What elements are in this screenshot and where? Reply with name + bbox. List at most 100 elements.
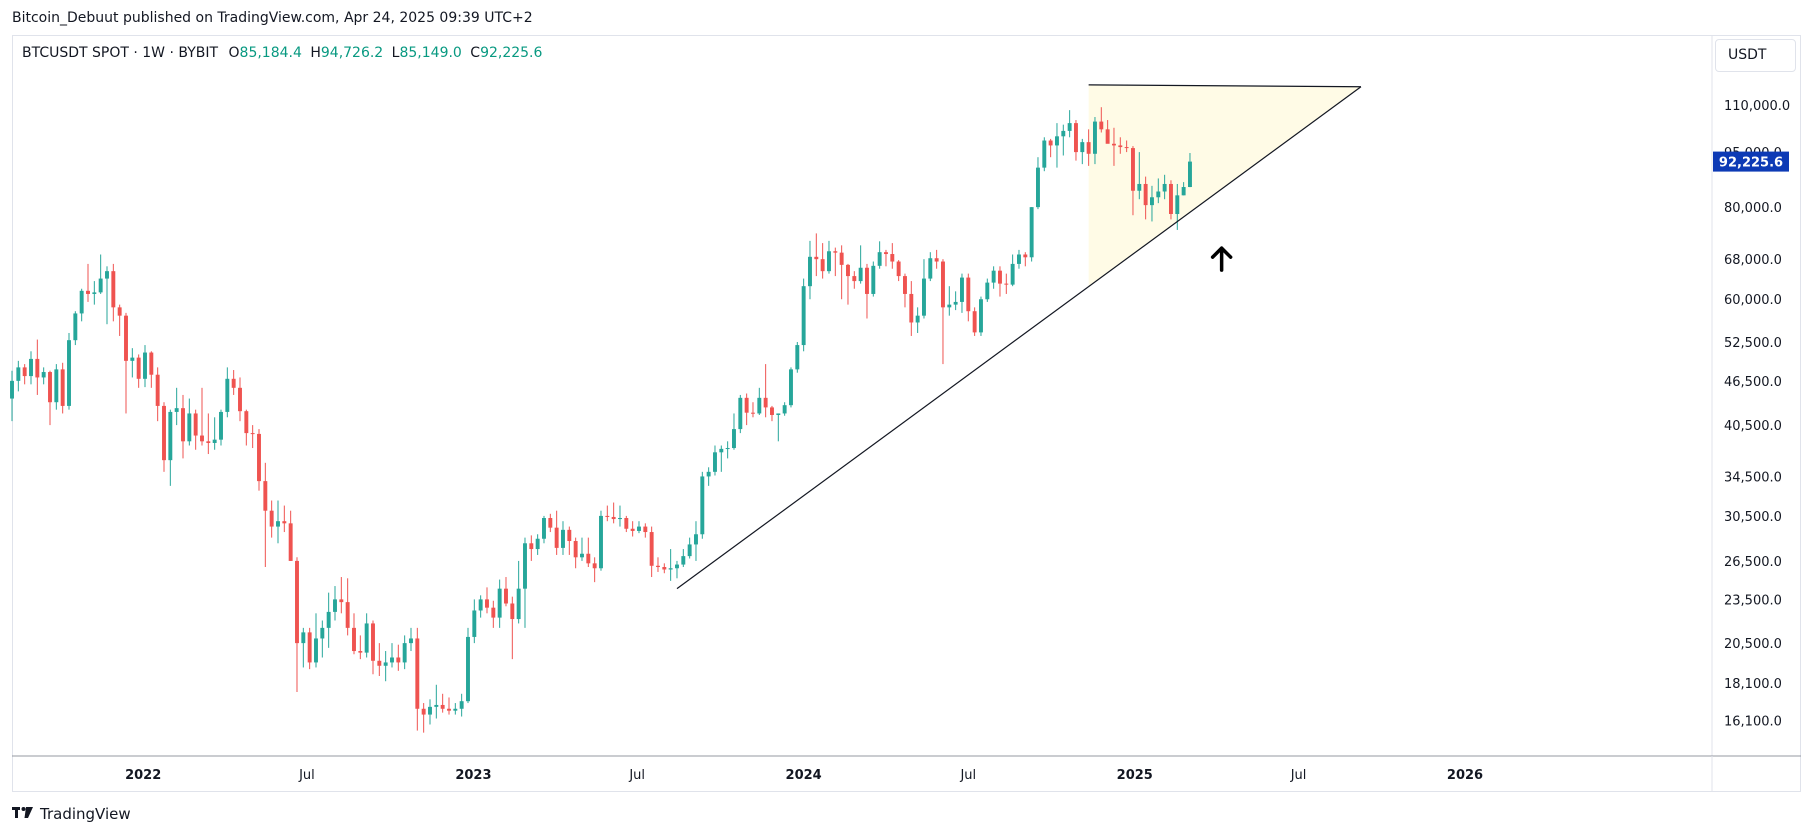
y-tick-label: 23,500.0 bbox=[1724, 593, 1782, 608]
candle-up bbox=[1036, 167, 1040, 208]
candle-up bbox=[174, 408, 179, 412]
candle-down bbox=[605, 515, 610, 517]
low-label: L bbox=[391, 45, 400, 61]
y-tick-label: 26,500.0 bbox=[1724, 555, 1782, 570]
y-tick-label: 34,500.0 bbox=[1724, 470, 1782, 485]
candle-up bbox=[801, 286, 806, 346]
candle-up bbox=[364, 623, 369, 653]
candle-down bbox=[155, 374, 160, 406]
candle-up bbox=[789, 369, 793, 406]
currency-selector[interactable]: USDT bbox=[1715, 39, 1796, 72]
candle-down bbox=[510, 603, 515, 620]
candle-up bbox=[795, 345, 800, 370]
candle-up bbox=[10, 380, 14, 399]
candle-up bbox=[1093, 121, 1097, 154]
y-tick-label: 80,000.0 bbox=[1724, 201, 1782, 216]
tradingview-logo-icon bbox=[12, 805, 34, 823]
candle-down bbox=[548, 518, 553, 528]
candle-up bbox=[1181, 187, 1186, 196]
candle-up bbox=[497, 588, 502, 618]
candle-up bbox=[827, 251, 831, 272]
candle-down bbox=[491, 607, 496, 618]
candle-up bbox=[301, 632, 306, 644]
candle-down bbox=[377, 660, 382, 666]
candle-up bbox=[219, 411, 223, 440]
support-trendline bbox=[676, 86, 1362, 590]
candle-down bbox=[909, 293, 914, 323]
candle-up bbox=[143, 352, 147, 379]
candle-down bbox=[1143, 183, 1148, 206]
candle-down bbox=[447, 708, 451, 711]
candle-up bbox=[991, 270, 996, 283]
candle-down bbox=[846, 264, 850, 277]
candle-down bbox=[903, 276, 907, 294]
x-tick-label: 2026 bbox=[1447, 768, 1483, 783]
y-tick-label: 30,500.0 bbox=[1724, 510, 1782, 525]
candle-up bbox=[947, 304, 952, 308]
y-tick-label: 16,100.0 bbox=[1724, 714, 1782, 729]
candle-up bbox=[725, 448, 730, 450]
candle-down bbox=[263, 481, 268, 511]
candle-down bbox=[1004, 283, 1009, 285]
candle-up bbox=[694, 534, 698, 545]
last-price-badge bbox=[1713, 151, 1789, 172]
candle-down bbox=[820, 259, 825, 272]
candle-down bbox=[200, 435, 204, 442]
candle-up bbox=[1042, 140, 1047, 168]
candle-down bbox=[934, 258, 939, 262]
candle-down bbox=[60, 369, 65, 406]
candle-down bbox=[1131, 148, 1135, 191]
candle-down bbox=[117, 307, 122, 316]
candle-down bbox=[440, 704, 445, 709]
close-value: 92,225.6 bbox=[480, 45, 543, 61]
candle-down bbox=[744, 397, 749, 413]
candle-up bbox=[776, 413, 781, 415]
candle-up bbox=[41, 372, 46, 378]
symbol-legend[interactable]: BTCUSDT SPOT · 1W · BYBIT O85,184.4 H94,… bbox=[22, 45, 542, 61]
candle-up bbox=[472, 610, 477, 637]
candle-up bbox=[1017, 254, 1021, 264]
candle-down bbox=[136, 357, 141, 379]
candle-down bbox=[396, 657, 401, 663]
candle-up bbox=[212, 439, 217, 443]
x-tick-label: Jul bbox=[298, 768, 315, 783]
candle-down bbox=[149, 352, 154, 375]
candle-down bbox=[770, 407, 774, 415]
candle-up bbox=[757, 397, 762, 414]
candle-up bbox=[738, 397, 743, 430]
candle-up bbox=[326, 611, 331, 628]
candle-down bbox=[865, 267, 869, 294]
y-tick-label: 52,500.0 bbox=[1724, 336, 1782, 351]
candle-down bbox=[624, 518, 629, 529]
candle-down bbox=[554, 527, 559, 548]
candle-down bbox=[567, 529, 572, 542]
candle-down bbox=[1074, 123, 1078, 153]
candle-down bbox=[1048, 140, 1053, 146]
y-tick-label: 68,000.0 bbox=[1724, 253, 1782, 268]
tradingview-brand[interactable]: TradingView bbox=[12, 805, 131, 823]
candle-down bbox=[206, 441, 211, 443]
candle-down bbox=[998, 270, 1002, 284]
candle-up bbox=[79, 290, 84, 314]
candle-down bbox=[833, 251, 838, 253]
candle-down bbox=[763, 397, 768, 408]
candle-up bbox=[434, 704, 439, 707]
candle-up bbox=[599, 515, 603, 569]
candle-down bbox=[941, 261, 945, 308]
candle-down bbox=[1118, 145, 1123, 148]
candle-up bbox=[67, 340, 71, 406]
x-tick-label: 2025 bbox=[1117, 768, 1153, 783]
candle-up bbox=[580, 553, 584, 558]
candle-down bbox=[421, 708, 426, 715]
candle-down bbox=[358, 651, 363, 653]
candle-up bbox=[681, 556, 686, 565]
candle-up bbox=[16, 367, 21, 381]
candle-up bbox=[54, 369, 59, 403]
candle-down bbox=[345, 602, 350, 628]
candle-up bbox=[979, 299, 983, 333]
candle-up bbox=[700, 476, 705, 535]
candle-down bbox=[890, 254, 895, 262]
high-label: H bbox=[310, 45, 321, 61]
candle-up bbox=[953, 301, 958, 305]
